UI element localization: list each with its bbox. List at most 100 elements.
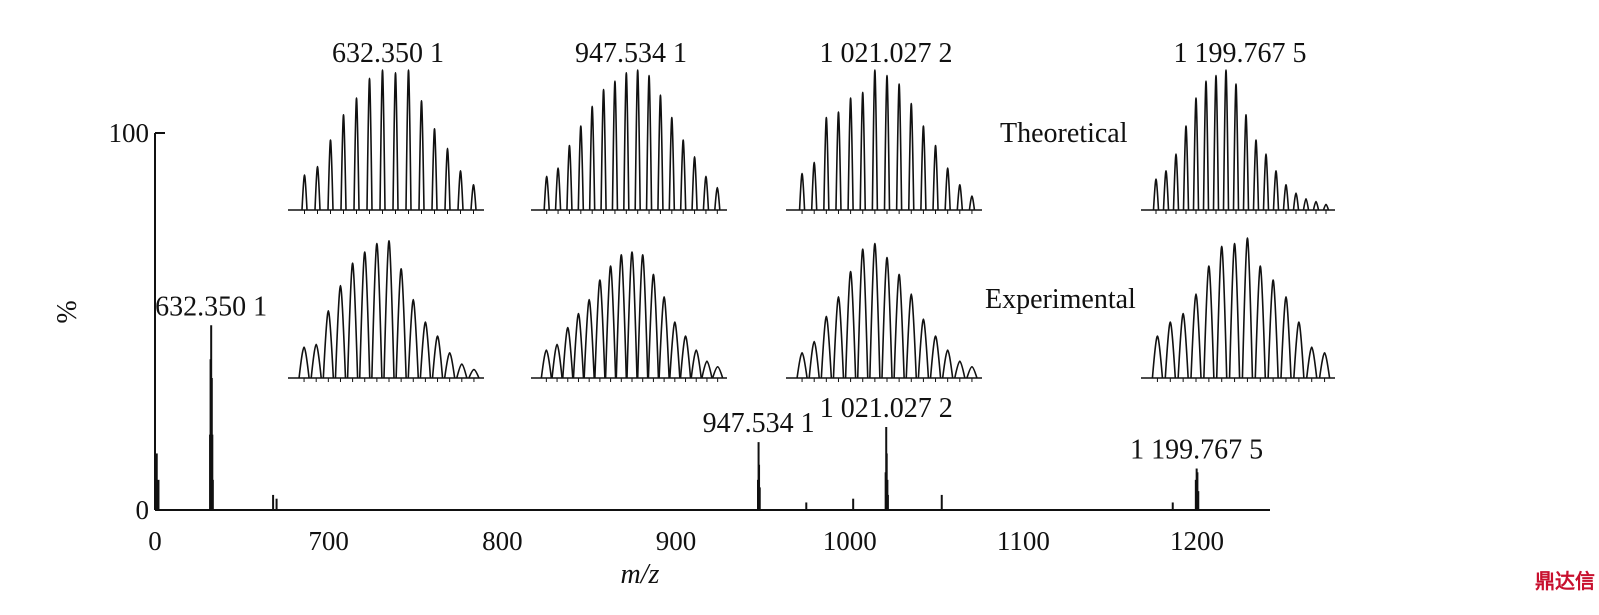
inset-peak: [623, 71, 630, 211]
inset-peak: [856, 248, 869, 379]
inset-peak: [668, 116, 676, 211]
inset-peak: [456, 363, 468, 379]
inset-peak: [1228, 242, 1241, 379]
inset-peak: [1280, 295, 1292, 379]
inset-peak: [1182, 125, 1190, 211]
inset-peak: [1252, 139, 1260, 211]
inset-label: Experimental: [985, 284, 1136, 315]
y-tick-label: 100: [109, 118, 150, 148]
inset-peak: [702, 175, 710, 211]
inset-peak: [941, 349, 954, 379]
inset-peak: [658, 295, 670, 379]
inset-peak: [1322, 203, 1330, 211]
inset-peak: [956, 183, 964, 211]
inset-peak: [1164, 321, 1177, 379]
inset-label: Theoretical: [1000, 118, 1128, 149]
inset-peak: [366, 77, 373, 211]
inset-peak: [604, 265, 617, 379]
inset-peak: [835, 111, 842, 211]
inset-peak: [1267, 279, 1279, 379]
inset-peak: [932, 144, 939, 211]
inset-peak: [968, 195, 976, 211]
inset-peak: [1212, 74, 1220, 211]
x-tick-label: 800: [482, 526, 523, 556]
inset-peak: [679, 335, 692, 379]
x-tick-label: 0: [148, 526, 162, 556]
x-tick-label: 1100: [997, 526, 1050, 556]
inset-peak: [690, 349, 703, 379]
inset-peak: [832, 295, 845, 379]
inset-peak: [798, 172, 806, 211]
inset-peak: [594, 279, 606, 379]
inset-peak: [626, 251, 638, 379]
inset-peak: [869, 242, 881, 379]
inset-peak: [334, 284, 347, 379]
inset-peak: [1312, 200, 1320, 211]
inset-peak: [566, 144, 573, 211]
inset-peak: [572, 312, 585, 379]
inset-peak: [583, 298, 595, 379]
inset-peak: [669, 321, 681, 379]
inset-peak: [554, 167, 562, 211]
inset-peak: [1272, 169, 1280, 211]
inset-peak: [1254, 265, 1267, 379]
inset-peak: [917, 318, 930, 379]
inset-peak: [392, 71, 399, 211]
inset-peak: [395, 267, 407, 379]
inset-peak: [796, 351, 808, 379]
inset-peak: [346, 262, 359, 379]
inset-peak: [701, 360, 713, 379]
inset-peak: [1305, 346, 1318, 379]
inset-peak: [418, 99, 425, 211]
inset-peak: [611, 80, 619, 211]
inset-peak: [340, 113, 347, 211]
inset-peak: [1172, 153, 1180, 211]
inset-peak: [647, 273, 660, 379]
inset-peak: [379, 69, 386, 211]
inset-peak: [871, 69, 879, 211]
inset-peak: [383, 239, 395, 379]
peak-label: 947.534 1: [703, 408, 815, 439]
inset-peak: [714, 186, 721, 211]
x-tick-label: 700: [308, 526, 349, 556]
x-tick-label: 1000: [823, 526, 877, 556]
inset-title: 1 021.027 2: [820, 38, 953, 69]
inset-peak: [679, 139, 687, 211]
inset-peak: [1177, 312, 1189, 379]
inset-peak: [543, 175, 550, 211]
inset-peak: [634, 69, 641, 211]
inset-peak: [920, 125, 927, 211]
x-tick-label: 1200: [1170, 526, 1224, 556]
inset-peak: [353, 97, 360, 211]
inset-peak: [893, 273, 905, 379]
inset-peak: [929, 335, 942, 379]
inset-peak: [457, 169, 464, 211]
inset-peak: [540, 349, 553, 379]
inset-peak: [808, 340, 820, 379]
inset-peak: [1293, 321, 1305, 379]
y-axis-label: %: [52, 300, 83, 323]
inset-peak: [1302, 197, 1310, 211]
inset-peak: [322, 309, 335, 379]
inset-peak: [1241, 237, 1254, 379]
inset-peak: [577, 125, 585, 211]
inset-peak: [431, 127, 438, 211]
inset-peak: [1292, 192, 1300, 211]
x-tick-label: 900: [656, 526, 697, 556]
inset-peak: [1282, 183, 1290, 211]
inset-peak: [419, 321, 432, 379]
inset-peak: [1151, 335, 1164, 379]
inset-peak: [1318, 351, 1331, 379]
inset-peak: [895, 83, 903, 211]
inset-peak: [1192, 97, 1200, 211]
inset-peak: [907, 102, 915, 211]
inset-peak: [1152, 178, 1160, 211]
inset-peak: [881, 256, 893, 379]
inset-peak: [883, 74, 891, 211]
inset-peak: [358, 251, 371, 379]
y-tick-label: 0: [136, 495, 150, 525]
inset-peak: [407, 298, 420, 379]
inset-peak: [1162, 169, 1170, 211]
inset-peak: [327, 139, 334, 211]
